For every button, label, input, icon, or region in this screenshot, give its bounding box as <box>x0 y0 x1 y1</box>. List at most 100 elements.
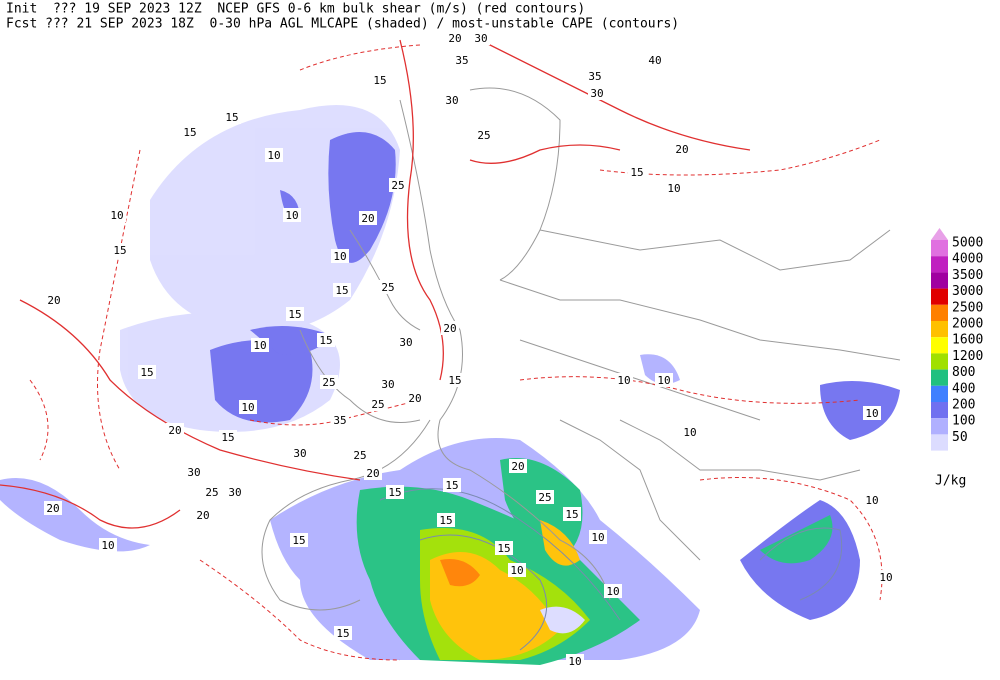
contour-label-box <box>563 507 581 521</box>
contour-label: 20 <box>46 502 59 515</box>
contour-label-box <box>226 485 244 499</box>
contour-label: 40 <box>648 54 661 67</box>
contour-label: 15 <box>565 508 578 521</box>
contour-label-box <box>615 373 633 387</box>
contour-label: 10 <box>606 585 619 598</box>
shear-contours <box>0 39 883 661</box>
contour-label-box <box>566 654 584 668</box>
contour-label: 30 <box>474 32 487 45</box>
contour-label-box <box>371 73 389 87</box>
contour-label-box <box>194 508 212 522</box>
contour-label: 20 <box>196 509 209 522</box>
contour-label-box <box>379 377 397 391</box>
colorbar-box <box>931 434 948 451</box>
contour-label-box <box>251 338 269 352</box>
contour-label: 15 <box>319 334 332 347</box>
contour-label: 25 <box>205 486 218 499</box>
contour-label-box <box>138 365 156 379</box>
contour-label-box <box>219 430 237 444</box>
contour-label: 20 <box>408 392 421 405</box>
contour-label: 25 <box>538 491 551 504</box>
contour-label-box <box>334 626 352 640</box>
contour-label: 10 <box>285 209 298 222</box>
contour-label-box <box>604 584 622 598</box>
contour-label: 10 <box>683 426 696 439</box>
contour-label-box <box>265 148 283 162</box>
contour-label: 30 <box>399 336 412 349</box>
contour-label: 10 <box>617 374 630 387</box>
contour-label: 30 <box>228 486 241 499</box>
contour-label: 20 <box>675 143 688 156</box>
contour-label-box <box>588 86 606 100</box>
header-line: Init ??? 19 SEP 2023 12Z NCEP GFS 0-6 km… <box>6 2 585 17</box>
contour-label-box <box>441 321 459 335</box>
contour-label: 20 <box>168 424 181 437</box>
colorbar-box <box>931 240 948 257</box>
contour-label-box <box>681 425 699 439</box>
contour-label: 15 <box>335 284 348 297</box>
colorbar-box <box>931 272 948 289</box>
contour-label: 10 <box>865 407 878 420</box>
contour-label: 25 <box>371 398 384 411</box>
contour-label: 25 <box>353 449 366 462</box>
colorbar-box <box>931 288 948 305</box>
contour-label: 15 <box>445 479 458 492</box>
contour-label: 15 <box>292 534 305 547</box>
contour-label-box <box>283 208 301 222</box>
cape-contours <box>379 488 843 651</box>
contour-label-box <box>45 293 63 307</box>
contour-label-box <box>397 335 415 349</box>
contour-label: 10 <box>267 149 280 162</box>
contour-label: 10 <box>865 494 878 507</box>
contour-label: 15 <box>288 308 301 321</box>
contour-label-box <box>495 541 513 555</box>
colorbar-label: 1200 <box>952 349 983 364</box>
cape-shading <box>0 105 900 665</box>
contour-label: 15 <box>221 431 234 444</box>
contour-label: 20 <box>361 212 374 225</box>
contour-label: 10 <box>110 209 123 222</box>
contour-label: 10 <box>241 401 254 414</box>
contour-label-box <box>655 373 673 387</box>
contour-label: 15 <box>497 542 510 555</box>
contour-label-box <box>443 478 461 492</box>
contour-label-box <box>369 397 387 411</box>
contour-label: 15 <box>388 486 401 499</box>
colorbar-label: 4000 <box>952 252 983 267</box>
contour-label: 30 <box>293 447 306 460</box>
borders <box>261 87 901 611</box>
contour-label: 15 <box>140 366 153 379</box>
colorbar-box <box>931 321 948 338</box>
contour-label-box <box>44 501 62 515</box>
colorbar-label: 800 <box>952 365 975 380</box>
contour-label-box <box>863 406 881 420</box>
contour-label-box <box>351 448 369 462</box>
contour-label: 20 <box>443 322 456 335</box>
contour-label: 15 <box>448 374 461 387</box>
contour-label-box <box>320 375 338 389</box>
contour-label: 15 <box>113 244 126 257</box>
contour-label-box <box>111 243 129 257</box>
contour-label-box <box>331 413 349 427</box>
contour-label: 30 <box>187 466 200 479</box>
contour-label-box <box>508 563 526 577</box>
contour-label-box <box>223 110 241 124</box>
contour-label: 10 <box>333 250 346 263</box>
contour-label: 15 <box>439 514 452 527</box>
colorbar-label: 3500 <box>952 268 983 283</box>
contour-label-box <box>166 423 184 437</box>
colorbar-label: 200 <box>952 398 975 413</box>
colorbar-box <box>931 369 948 386</box>
contour-label-box <box>509 459 527 473</box>
contour-label: 35 <box>455 54 468 67</box>
contour-label: 30 <box>381 378 394 391</box>
contour-label: 10 <box>591 531 604 544</box>
colorbar-label: 1600 <box>952 333 983 348</box>
colorbar-arrow <box>931 228 948 240</box>
contour-label: 25 <box>322 376 335 389</box>
contour-label-box <box>646 53 664 67</box>
contour-label: 20 <box>511 460 524 473</box>
contour-label: 25 <box>381 281 394 294</box>
